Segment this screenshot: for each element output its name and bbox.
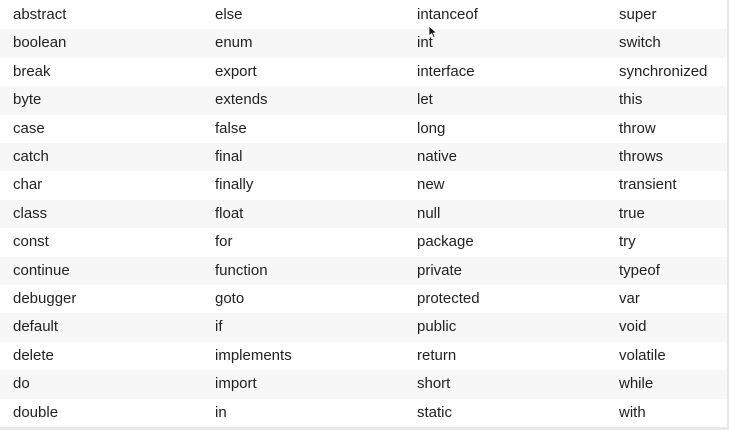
bottom-edge-divider bbox=[0, 427, 729, 430]
table-row: abstract else intanceof super bbox=[0, 1, 727, 29]
keyword-cell: case bbox=[13, 119, 45, 137]
keyword-cell: public bbox=[417, 318, 457, 336]
keyword-cell: throw bbox=[619, 119, 656, 137]
keyword-cell: break bbox=[13, 62, 51, 80]
keyword-cell: double bbox=[13, 403, 59, 421]
keyword-cell: long bbox=[417, 119, 446, 137]
keyword-cell: function bbox=[215, 261, 268, 279]
keyword-cell: false bbox=[215, 119, 247, 137]
table-row: delete implements return volatile bbox=[0, 342, 727, 370]
keyword-cell: new bbox=[417, 176, 445, 194]
keyword-cell: typeof bbox=[619, 261, 660, 279]
table-row: catch final native throws bbox=[0, 143, 727, 172]
keyword-cell: var bbox=[619, 290, 640, 308]
keyword-cell: switch bbox=[619, 34, 661, 52]
keyword-cell: int bbox=[417, 34, 433, 52]
keyword-cell: else bbox=[215, 6, 243, 23]
keyword-cell: protected bbox=[417, 290, 480, 308]
keyword-cell: in bbox=[215, 403, 227, 421]
keyword-cell: interface bbox=[417, 62, 475, 80]
table-row: case false long throw bbox=[0, 115, 727, 143]
keyword-cell: boolean bbox=[13, 34, 67, 52]
table-row: boolean enum int switch bbox=[0, 29, 727, 58]
keyword-cell: try bbox=[619, 233, 636, 251]
keyword-cell: while bbox=[619, 375, 654, 393]
keyword-cell: super bbox=[619, 6, 657, 23]
keyword-cell: this bbox=[619, 91, 643, 109]
keyword-cell: enum bbox=[215, 34, 253, 52]
keyword-cell: private bbox=[417, 261, 463, 279]
keyword-cell: goto bbox=[215, 290, 245, 308]
table-row: do import short while bbox=[0, 370, 727, 399]
keyword-cell: return bbox=[417, 346, 457, 364]
keyword-cell: export bbox=[215, 62, 257, 80]
keyword-cell: continue bbox=[13, 261, 70, 279]
keyword-cell: delete bbox=[13, 346, 54, 364]
keyword-cell: static bbox=[417, 403, 453, 421]
table-row: byte extends let this bbox=[0, 86, 727, 115]
table-row: break export interface synchronized bbox=[0, 58, 727, 86]
keyword-cell: throws bbox=[619, 148, 664, 166]
keyword-cell: null bbox=[417, 204, 441, 222]
keyword-cell: volatile bbox=[619, 346, 666, 364]
keyword-cell: short bbox=[417, 375, 451, 393]
keyword-cell: byte bbox=[13, 91, 42, 109]
keyword-cell: finally bbox=[215, 176, 254, 194]
keyword-cell: class bbox=[13, 204, 48, 222]
keyword-cell: intanceof bbox=[417, 6, 478, 23]
table-row: debugger goto protected var bbox=[0, 285, 727, 313]
table-row: default if public void bbox=[0, 313, 727, 342]
table-row: class float null true bbox=[0, 199, 727, 229]
table-row: const for package try bbox=[0, 228, 727, 256]
keyword-cell: extends bbox=[215, 91, 268, 109]
keyword-cell: abstract bbox=[13, 6, 67, 23]
keyword-cell: char bbox=[13, 176, 43, 194]
keyword-cell: package bbox=[417, 233, 474, 251]
keyword-cell: true bbox=[619, 204, 645, 222]
keyword-cell: native bbox=[417, 148, 458, 166]
keyword-cell: default bbox=[13, 318, 59, 336]
keyword-cell: for bbox=[215, 233, 233, 251]
keyword-cell: const bbox=[13, 233, 49, 251]
keyword-cell: synchronized bbox=[619, 62, 708, 80]
table-row: continue function private typeof bbox=[0, 256, 727, 286]
keyword-cell: final bbox=[215, 148, 243, 166]
keyword-cell: implements bbox=[215, 346, 292, 364]
keyword-cell: debugger bbox=[13, 290, 77, 308]
table-row: char finally new transient bbox=[0, 171, 727, 199]
keyword-cell: import bbox=[215, 375, 257, 393]
keyword-cell: let bbox=[417, 91, 433, 109]
keyword-cell: void bbox=[619, 318, 647, 336]
right-edge-divider bbox=[727, 0, 729, 430]
keyword-cell: transient bbox=[619, 176, 677, 194]
keyword-cell: float bbox=[215, 204, 244, 222]
keyword-cell: catch bbox=[13, 148, 49, 166]
mouse-pointer-icon bbox=[428, 25, 437, 38]
keyword-cell: if bbox=[215, 318, 223, 336]
table-row: double in static with bbox=[0, 399, 727, 427]
keyword-cell: do bbox=[13, 375, 30, 393]
keyword-cell: with bbox=[619, 403, 646, 421]
